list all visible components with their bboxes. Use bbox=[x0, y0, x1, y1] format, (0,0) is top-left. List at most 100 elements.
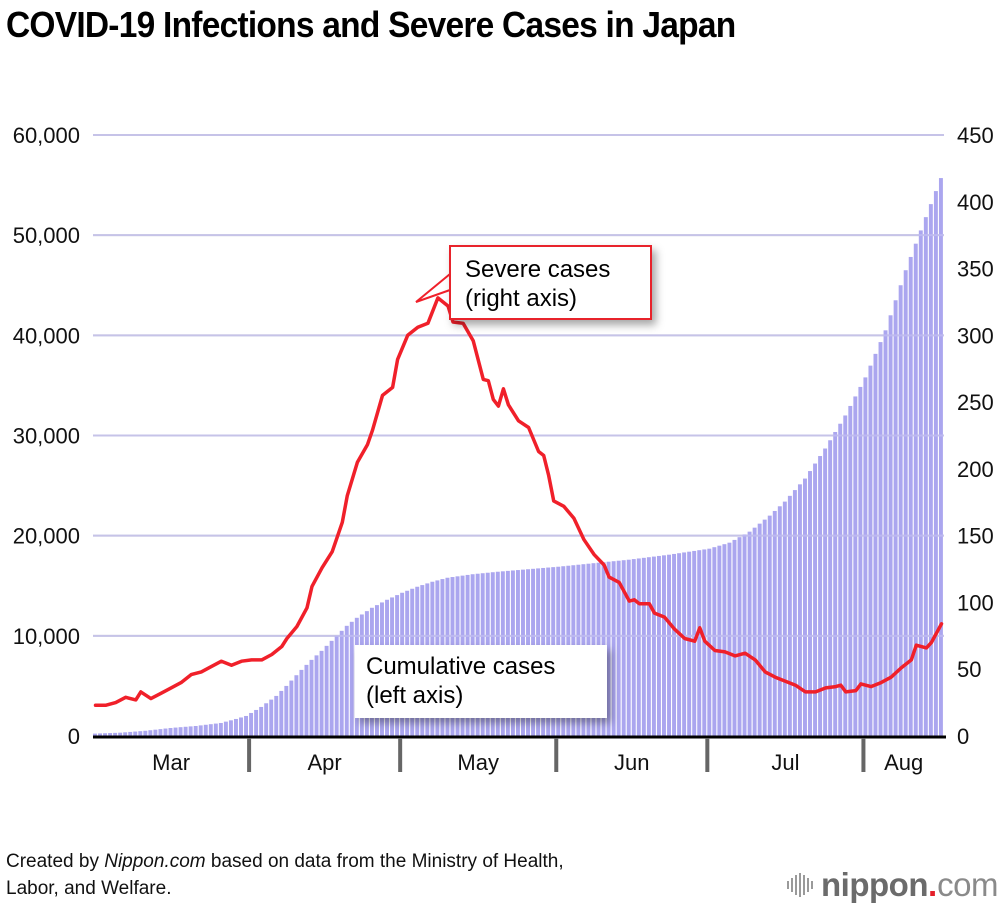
callout-pointer-shape bbox=[415, 271, 451, 303]
cumulative-bar bbox=[193, 725, 198, 736]
right-tick-label: 350 bbox=[957, 257, 994, 282]
cumulative-bar bbox=[672, 553, 677, 736]
cumulative-bar bbox=[244, 715, 249, 736]
cumulative-bar bbox=[183, 726, 188, 736]
cumulative-bar bbox=[168, 727, 173, 736]
cumulative-bar bbox=[938, 178, 943, 736]
cumulative-bar bbox=[803, 478, 807, 736]
cumulative-bar bbox=[782, 501, 787, 736]
cumulative-bar bbox=[641, 557, 646, 736]
cumulative-bar bbox=[722, 544, 727, 736]
cumulative-bar bbox=[284, 685, 289, 736]
cumulative-bar bbox=[228, 720, 233, 736]
cumulative-bar bbox=[239, 717, 243, 736]
left-tick-label: 50,000 bbox=[13, 223, 80, 248]
cumulative-bar bbox=[299, 669, 304, 736]
cumulative-bar bbox=[923, 217, 928, 736]
cumulative-bar bbox=[208, 724, 213, 736]
cumulative-bar bbox=[344, 625, 349, 736]
cumulative-bar bbox=[858, 386, 863, 736]
cumulative-bar bbox=[249, 712, 254, 736]
cumulative-bar bbox=[233, 718, 238, 736]
cumulative-bar bbox=[103, 733, 108, 736]
cumulative-bar bbox=[823, 448, 828, 736]
cumulative-bar bbox=[329, 640, 334, 736]
logo-soundwave-icon bbox=[787, 873, 814, 897]
left-tick-label: 60,000 bbox=[13, 123, 80, 148]
month-label-mar: Mar bbox=[152, 750, 190, 775]
cumulative-bar bbox=[173, 727, 178, 736]
cumulative-bar bbox=[213, 723, 218, 736]
cumulative-bar bbox=[148, 730, 153, 736]
cumulative-bar bbox=[908, 256, 913, 736]
severe-cases-callout: Severe cases (right axis) bbox=[449, 245, 652, 320]
cumulative-bar bbox=[198, 725, 203, 736]
cumulative-bar bbox=[223, 721, 228, 736]
cumulative-bar bbox=[797, 484, 802, 736]
source-suffix: based on data from the Ministry of Healt… bbox=[205, 851, 564, 872]
source-line2: Labor, and Welfare. bbox=[6, 878, 172, 899]
cumulative-bar bbox=[762, 519, 767, 736]
cumulative-bar bbox=[682, 552, 687, 736]
x-axis bbox=[93, 735, 946, 772]
cumulative-bar bbox=[893, 300, 898, 736]
cumulative-bar bbox=[631, 559, 636, 736]
cumulative-bar bbox=[843, 415, 848, 736]
cumulative-bar bbox=[108, 733, 113, 736]
month-label-jul: Jul bbox=[771, 750, 799, 775]
cumulative-bar bbox=[727, 542, 732, 736]
cumulative-bar bbox=[646, 557, 651, 736]
cumulative-bar bbox=[334, 635, 339, 736]
cumulative-bar bbox=[143, 730, 148, 736]
cumulative-bar bbox=[153, 729, 158, 736]
cumulative-bar bbox=[178, 727, 183, 736]
cumulative-bar bbox=[808, 471, 812, 736]
logo-name: nippon bbox=[821, 866, 928, 903]
left-tick-label: 40,000 bbox=[13, 323, 80, 348]
cumulative-bar bbox=[163, 728, 168, 736]
month-label-jun: Jun bbox=[614, 750, 649, 775]
cumulative-bar bbox=[697, 550, 702, 736]
month-label-apr: Apr bbox=[307, 750, 341, 775]
cumulative-bar bbox=[928, 204, 933, 736]
cumulative-bar bbox=[747, 531, 752, 736]
cumulative-bar bbox=[611, 561, 616, 736]
cumulative-bar bbox=[279, 690, 284, 736]
cumulative-bar bbox=[656, 555, 661, 736]
cumulative-bar bbox=[787, 495, 792, 736]
cumulative-bar bbox=[868, 365, 873, 736]
left-tick-label: 30,000 bbox=[13, 424, 80, 449]
cumulative-callout-line1: Cumulative cases bbox=[366, 653, 556, 680]
cumulative-bar bbox=[677, 553, 682, 736]
cumulative-bar bbox=[651, 556, 656, 736]
severe-callout-line1: Severe cases bbox=[465, 256, 611, 283]
severe-line bbox=[93, 296, 944, 708]
cumulative-bar bbox=[636, 558, 641, 736]
cumulative-bar bbox=[687, 551, 692, 736]
cumulative-bar bbox=[254, 709, 259, 736]
cumulative-bar bbox=[294, 675, 299, 736]
right-tick-label: 50 bbox=[957, 657, 981, 682]
right-tick-label: 0 bbox=[957, 724, 969, 749]
logo-dot: . bbox=[927, 866, 938, 903]
cumulative-bar bbox=[123, 732, 128, 736]
cumulative-bar bbox=[616, 560, 621, 736]
right-tick-label: 300 bbox=[957, 323, 994, 348]
cumulative-bar bbox=[314, 655, 319, 736]
cumulative-bar bbox=[752, 527, 757, 736]
cumulative-bar bbox=[918, 230, 923, 736]
cumulative-bar bbox=[878, 342, 883, 736]
cumulative-bar bbox=[863, 377, 868, 736]
source-note: Created by Nippon.com based on data from… bbox=[6, 848, 564, 902]
severe-callout-line2: (right axis) bbox=[465, 285, 578, 312]
cumulative-bar bbox=[349, 621, 354, 736]
left-tick-label: 20,000 bbox=[13, 524, 80, 549]
cumulative-bar bbox=[707, 548, 712, 736]
cumulative-bar bbox=[903, 270, 908, 736]
cumulative-bar bbox=[777, 506, 782, 736]
cumulative-bar bbox=[833, 431, 838, 736]
cumulative-bar bbox=[621, 560, 626, 736]
cumulative-bar bbox=[883, 330, 888, 736]
left-axis-tick-labels: 0 10,000 20,000 30,000 40,000 50,000 60,000 bbox=[13, 123, 80, 749]
